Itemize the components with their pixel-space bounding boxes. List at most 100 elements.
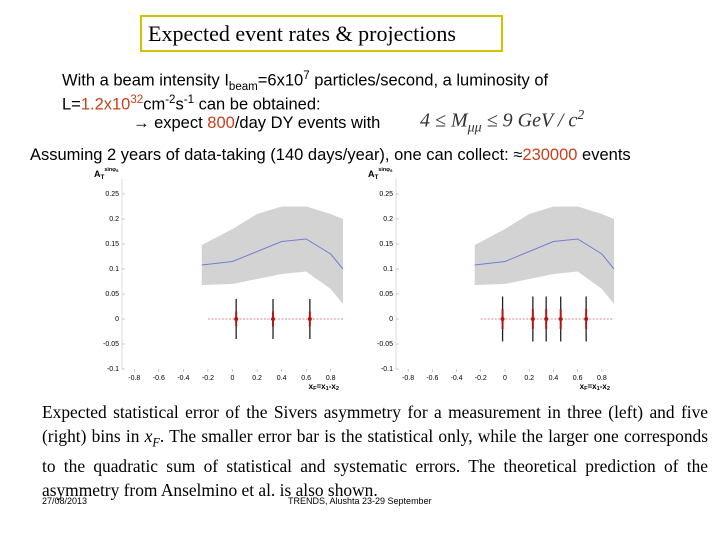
x-tick-label: -0.8 (128, 375, 140, 382)
x-tick-label: 0 (231, 375, 235, 382)
label-part: x (580, 382, 585, 391)
text-part: -2 (165, 94, 176, 106)
x-tick-label: -0.2 (475, 375, 487, 382)
data-point (584, 317, 589, 321)
data-point (558, 317, 563, 321)
axis-label: ATsinφs (368, 167, 393, 180)
text-part: /day DY events with (234, 114, 381, 132)
text-line: → expect 800/day DY events with (133, 114, 380, 133)
y-tick-label: 0.05 (105, 291, 119, 298)
x-tick-label: 0.4 (277, 375, 287, 382)
x-tick-label: -0.8 (402, 375, 414, 382)
label-part: s (116, 168, 119, 173)
text-part: cm (143, 95, 166, 114)
theory-band (474, 206, 614, 304)
x-tick-label: -0.4 (451, 375, 463, 382)
label-part: 1 (326, 386, 329, 392)
text-part: s (175, 95, 184, 114)
label-part: A (94, 169, 101, 179)
text-part: . The smaller error bar is the statistic… (42, 426, 708, 501)
y-tick-label: 0.2 (383, 216, 393, 223)
footer-event: TRENDS, Alushta 23-29 September (288, 496, 432, 506)
label-part: s (390, 168, 393, 173)
y-tick-label: -0.1 (107, 366, 119, 373)
y-tick-label: 0.1 (383, 266, 393, 273)
y-tick-label: 0.2 (109, 216, 119, 223)
y-tick-label: 0 (389, 316, 393, 323)
text-part: events (577, 146, 631, 164)
label-part: 2 (336, 386, 339, 392)
text-part: x (144, 426, 153, 446)
x-tick-label: 0.2 (524, 375, 534, 382)
label-part: sinφ (104, 167, 116, 173)
label-part: 1 (597, 386, 600, 392)
x-tick-label: 0.8 (326, 375, 336, 382)
label-part: A (368, 169, 375, 179)
data-point (307, 317, 312, 321)
x-tick-label: -0.2 (202, 375, 214, 382)
x-tick-label: -0.6 (153, 375, 165, 382)
text-part: μμ (467, 120, 482, 136)
y-tick-label: 0 (115, 316, 119, 323)
x-tick-label: 0 (503, 375, 507, 382)
x-tick-label: 0.6 (573, 375, 583, 382)
theory-line (201, 238, 344, 270)
text-line: Assuming 2 years of data-taking (140 day… (30, 146, 631, 165)
text-part: particles/second, a luminosity of (309, 71, 549, 90)
label-part: F (584, 386, 588, 392)
y-tick-label: -0.05 (377, 341, 393, 348)
x-tick-label: 0.6 (301, 375, 311, 382)
y-tick-label: 0.15 (105, 241, 119, 248)
label-part: sinφ (378, 167, 390, 173)
label-part: T (101, 174, 105, 181)
theory-line (474, 238, 615, 270)
text-line: With a beam intensity Ibeam=6x107 partic… (62, 70, 548, 93)
formula: 4 ≤ Mμμ ≤ 9 GeV / c2 (420, 108, 584, 137)
slide-title: Expected event rates & projections (140, 15, 503, 52)
data-point (271, 317, 276, 321)
data-point (234, 317, 239, 321)
footer-date: 27/08/2013 (42, 496, 88, 506)
text-part: 1.2x10 (80, 95, 131, 114)
label-part: -x (600, 382, 608, 391)
y-tick-label: 0.1 (109, 266, 119, 273)
data-point (544, 317, 549, 321)
text-part: With a beam intensity I (62, 71, 229, 90)
text-part: can be obtained: (194, 95, 321, 114)
text-part: → expect (133, 114, 208, 132)
x-tick-label: 0.8 (597, 375, 607, 382)
x-tick-label: -0.4 (177, 375, 189, 382)
text-part: Assuming 2 years of data-taking (140 day… (30, 146, 523, 164)
label-part: T (375, 174, 379, 181)
text-part: ≤ 9 GeV / c (481, 109, 578, 132)
y-tick-label: -0.05 (103, 341, 119, 348)
label-part: =x (317, 382, 327, 391)
axis-label: xF=x1-x2 (580, 382, 610, 392)
y-tick-label: 0.05 (379, 291, 393, 298)
data-point (500, 317, 505, 321)
text-part: 230000 (522, 146, 578, 164)
label-part: F (313, 386, 317, 392)
label-part: x (309, 382, 314, 391)
theory-band (201, 206, 343, 304)
y-tick-label: 0.25 (105, 191, 119, 198)
text-part: F (152, 435, 160, 450)
y-tick-label: 0.25 (379, 191, 393, 198)
caption: Expected statistical error of the Sivers… (42, 400, 708, 502)
text-line: L=1.2x1032cm-2s-1 can be obtained: (62, 94, 321, 115)
text-part: L= (62, 95, 81, 114)
text-part: 7 (303, 70, 310, 82)
text-part: 800 (207, 114, 235, 132)
text-part: beam (228, 80, 258, 93)
axis-label: xF=x1-x2 (309, 382, 339, 392)
y-tick-label: -0.1 (381, 366, 393, 373)
x-tick-label: 0.4 (549, 375, 559, 382)
x-tick-label: 0.2 (252, 375, 262, 382)
label-part: -x (329, 382, 337, 391)
text-part: -1 (183, 94, 195, 106)
y-tick-label: 0.15 (379, 241, 393, 248)
axis-label: ATsinφs (94, 167, 119, 180)
data-point (530, 317, 535, 321)
